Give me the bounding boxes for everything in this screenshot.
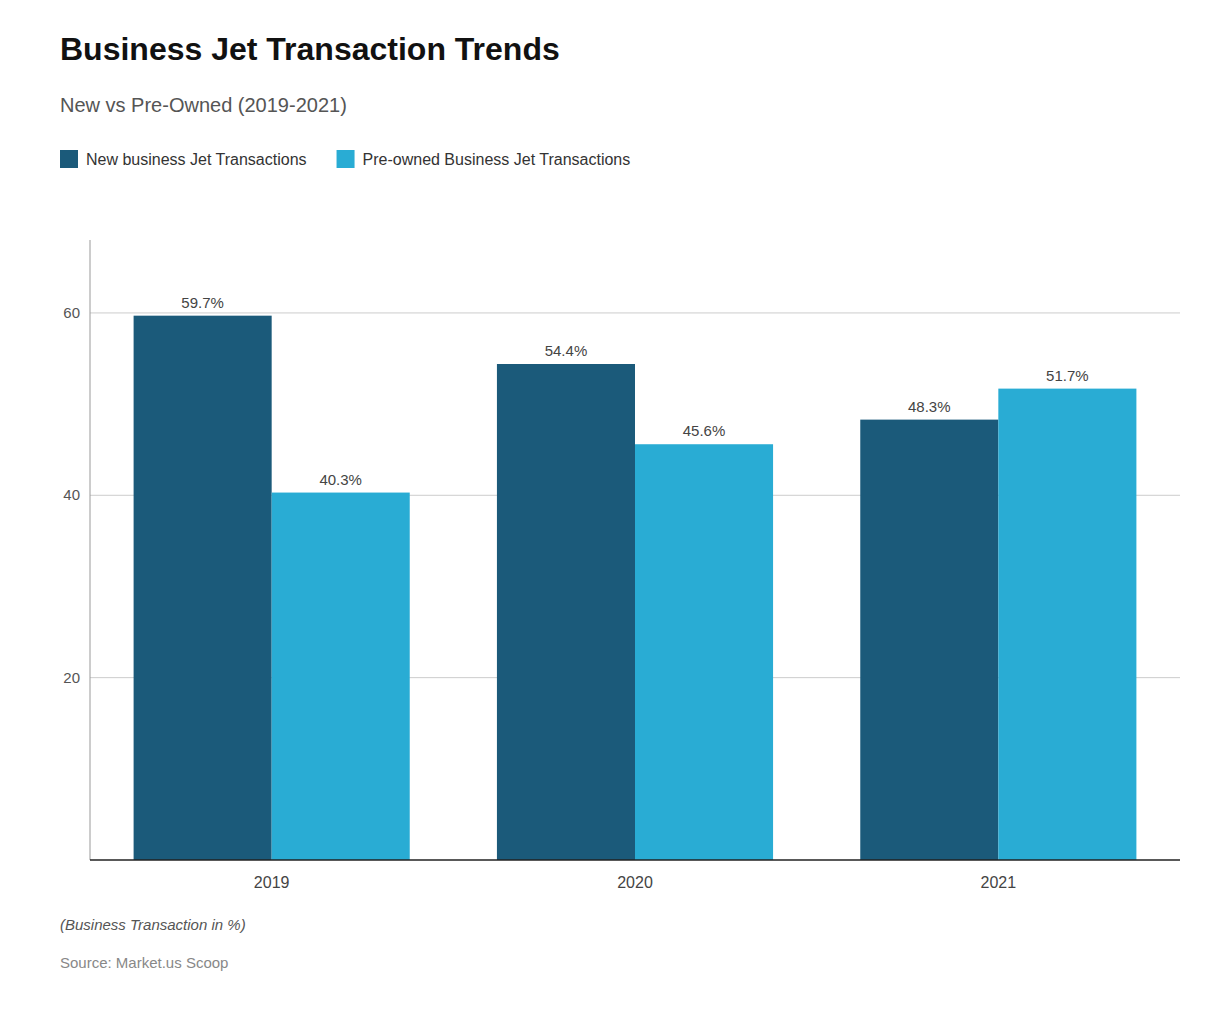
data-label: 45.6% [683,422,726,439]
data-label: 59.7% [181,294,224,311]
grid-line [90,312,1180,313]
subtitle: New vs Pre-Owned (2019-2021) [60,94,347,116]
chart: Business Jet Transaction Trends New vs Pr… [0,0,1220,1019]
x-axis-line [90,859,1180,861]
footnote: (Business Transaction in %) [60,916,246,933]
bars [134,316,1137,860]
bar [860,420,998,860]
background [0,0,1220,1019]
y-tick-label: 60 [63,304,80,321]
bar [497,364,635,860]
x-tick-label: 2020 [617,874,653,891]
x-axis: 2019 2020 2021 [90,860,1180,891]
data-label: 54.4% [545,342,588,359]
legend-swatch [60,150,78,168]
title: Business Jet Transaction Trends [60,31,560,67]
bar [272,493,410,860]
data-labels: 59.7% 54.4% 48.3% 40.3% 45.6% 51.7% [181,294,1088,488]
data-label: 51.7% [1046,367,1089,384]
x-tick-label: 2019 [254,874,290,891]
x-tick-label: 2021 [981,874,1017,891]
y-tick-label: 40 [63,486,80,503]
legend: New business Jet Transactions Pre-owned B… [60,150,630,168]
source: Source: Market.us Scoop [60,954,228,971]
y-axis-line [90,240,91,860]
legend-swatch [337,150,355,168]
legend-entry: Pre-owned Business Jet Transactions [363,151,631,168]
bar [635,444,773,860]
data-label: 40.3% [319,471,362,488]
y-tick-label: 20 [63,669,80,686]
y-axis: 20 40 60 [63,240,1180,860]
data-label: 48.3% [908,398,951,415]
bar [134,316,272,860]
legend-entry: New business Jet Transactions [86,151,307,168]
bar [998,389,1136,860]
